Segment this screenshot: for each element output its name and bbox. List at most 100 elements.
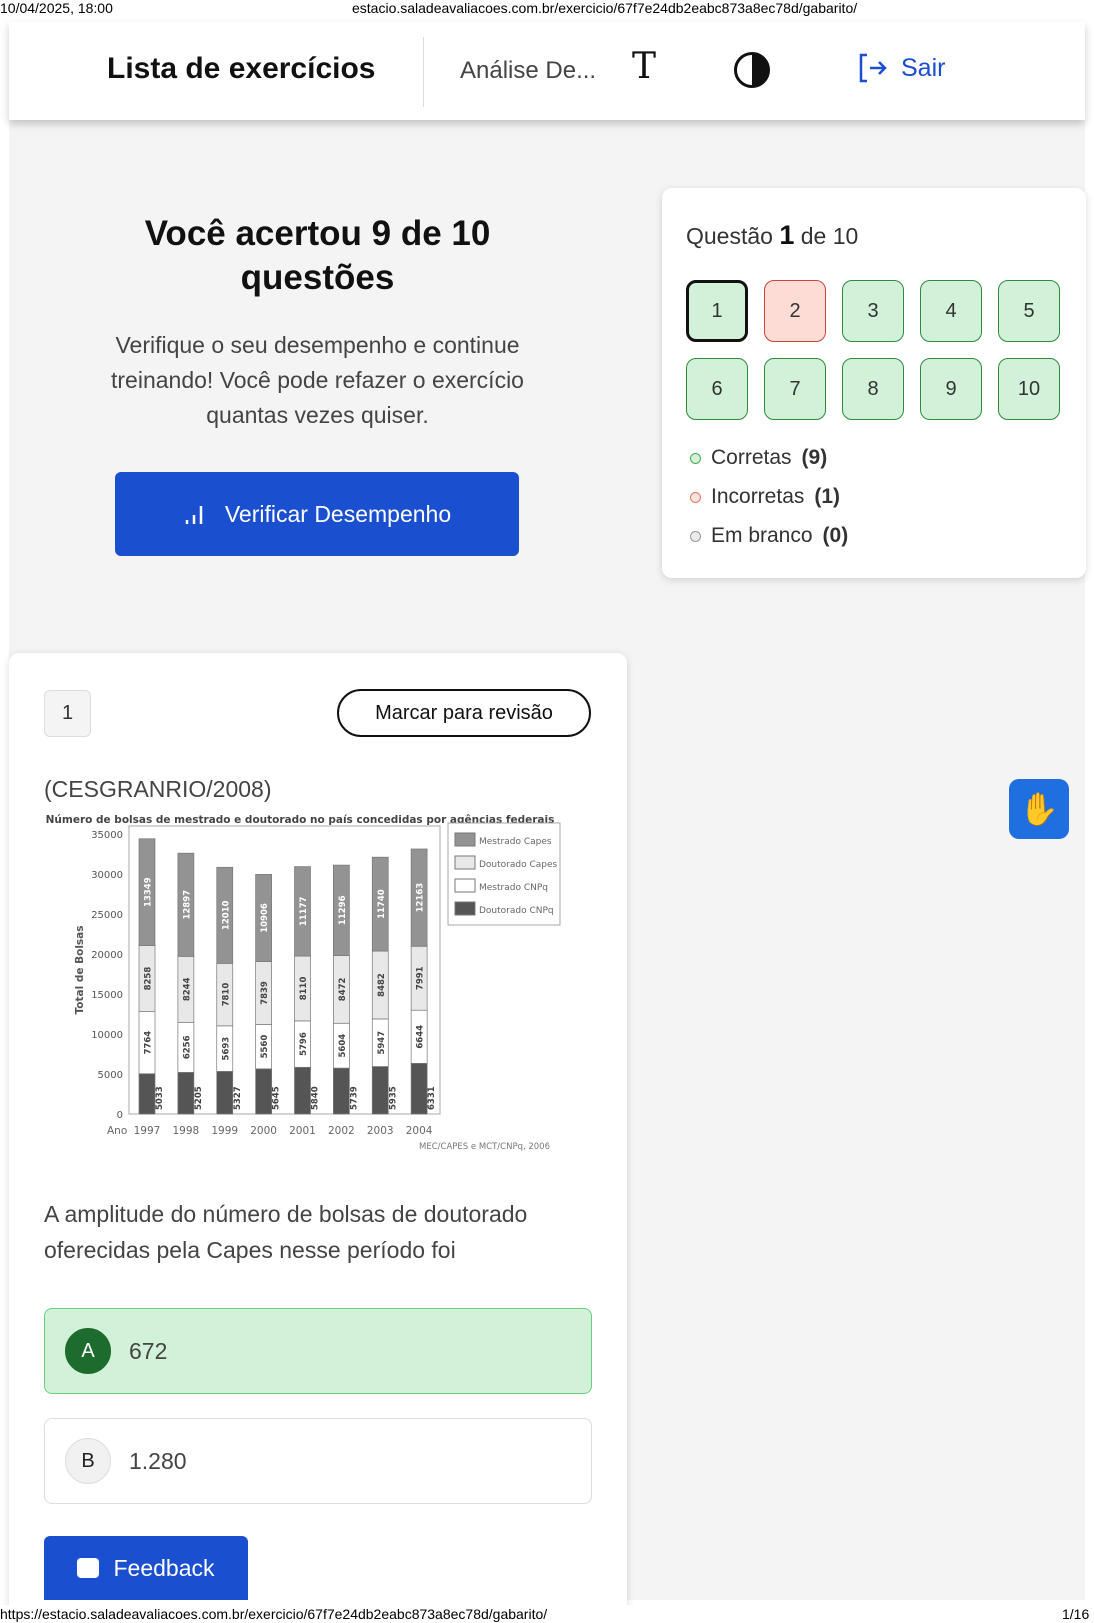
bar-data-label: 8482 [377,973,387,997]
y-tick-label: 15000 [91,990,123,1001]
print-footer [0,1605,1094,1623]
bar-data-label: 5205 [194,1086,204,1110]
bar-data-label: 5645 [272,1086,282,1110]
option-B[interactable]: B 1.280 [44,1418,592,1504]
bar-segment [294,866,311,957]
x-tick-label: 1998 [173,1125,200,1137]
contrast-icon[interactable] [734,52,770,88]
option-A[interactable]: A 672 [44,1308,592,1394]
x-tick-label: 2002 [328,1125,355,1137]
bar-data-label: 8258 [144,967,154,991]
sign-language-icon[interactable]: ✋ [1009,779,1069,839]
y-axis-label: Total de Bolsas [74,925,86,1014]
bar-data-label: 5796 [299,1032,309,1056]
logout-label: Sair [901,53,946,82]
x-axis-label: Ano [107,1125,127,1137]
status-dot-icon [690,452,701,464]
option-letter: A [65,1328,111,1374]
legend-swatch [454,901,476,916]
subject-title[interactable]: Análise De... [460,57,597,84]
y-tick-label: 20000 [91,950,123,961]
bar-data-label: 12010 [221,900,231,930]
result-title: Você acertou 9 de 10 questões [144,214,491,297]
question-button-5[interactable]: 5 [998,280,1060,342]
x-tick-label: 2003 [367,1125,394,1137]
plot-area [128,825,441,1115]
legend-count: (1) [814,485,841,508]
bar-data-label: 5560 [260,1035,270,1059]
x-tick-label: 2004 [406,1125,433,1137]
text-size-icon[interactable]: T [632,46,657,87]
chart-source: MEC/CAPES e MCT/CNPq, 2006 [419,1142,550,1152]
bar-segment [138,1073,156,1115]
bar-segment [333,1067,350,1115]
verify-performance-button[interactable]: Verificar Desempenho [115,472,519,556]
bar-data-label: 6331 [427,1086,437,1110]
bar-segment [216,1071,234,1115]
question-card: 1 Marcar para revisão (CESGRANRIO/2008) … [9,653,627,1623]
bar-segment [138,838,156,946]
y-tick-label: 0 [117,1110,123,1121]
bar-data-label: 8244 [182,977,192,1001]
question-button-10[interactable]: 10 [998,358,1060,420]
option-letter: B [65,1438,111,1484]
question-button-8[interactable]: 8 [842,358,904,420]
status-legend-item: Corretas (9) [690,446,827,470]
bar-segment [371,1066,389,1115]
bar-data-label: 8110 [299,977,309,1001]
question-button-9[interactable]: 9 [920,358,982,420]
question-source: (CESGRANRIO/2008) [44,776,272,802]
feedback-button[interactable]: Feedback [44,1536,248,1600]
legend-swatch [454,832,476,847]
x-tick-label: 1997 [134,1125,161,1137]
bar-data-label: 5935 [388,1086,398,1110]
bar-data-label: 5739 [349,1086,359,1110]
result-panel: Você acertou 9 de 10 questões Verifique … [60,212,575,433]
bar-segment [410,1063,428,1115]
bar-data-label: 11740 [377,889,387,919]
bar-data-label: 12897 [182,890,192,920]
bar-data-label: 5033 [155,1086,165,1110]
question-button-1[interactable]: 1 [686,280,748,342]
bar-segment [255,874,272,962]
bar-data-label: 11296 [338,895,348,925]
feedback-icon [77,1558,100,1578]
bar-segment [333,864,350,956]
bar-segment [294,1066,311,1115]
counter-current: 1 [779,220,795,250]
legend-swatch [454,878,476,893]
header: Lista de exercícios Análise De... T Sair [9,22,1085,120]
y-tick-label: 10000 [91,1030,123,1041]
legend-entry: Doutorado CNPq [479,906,554,916]
legend-entry: Mestrado CNPq [479,883,548,893]
bar-data-label: 6256 [182,1035,192,1059]
x-tick-label: 2000 [250,1125,277,1137]
logout-button[interactable]: Sair [857,52,945,84]
bar-segment [371,856,389,952]
y-tick-label: 25000 [91,910,123,921]
bar-data-label: 5947 [377,1031,387,1055]
bar-data-label: 6644 [416,1025,426,1049]
bar-segment [177,852,195,957]
legend-count: (9) [801,446,828,469]
feedback-label: Feedback [113,1554,215,1581]
legend-count: (0) [822,524,849,547]
question-number: 1 [44,690,91,737]
page-title: Lista de exercícios [107,52,376,85]
question-button-7[interactable]: 7 [764,358,826,420]
bar-segment [410,848,428,947]
x-tick-label: 2001 [289,1125,316,1137]
question-button-6[interactable]: 6 [686,358,748,420]
question-button-3[interactable]: 3 [842,280,904,342]
legend-entry: Doutorado Capes [479,860,558,870]
bar-data-label: 5604 [338,1034,348,1058]
bar-data-label: 12163 [416,883,426,913]
status-legend-item: Em branco (0) [690,524,848,548]
mark-review-button[interactable]: Marcar para revisão [337,689,591,737]
question-button-4[interactable]: 4 [920,280,982,342]
bar-segment [255,1068,272,1115]
legend-entry: Mestrado Capes [479,837,552,847]
question-button-2[interactable]: 2 [764,280,826,342]
bar-segment [216,866,234,964]
y-tick-label: 5000 [98,1070,123,1081]
